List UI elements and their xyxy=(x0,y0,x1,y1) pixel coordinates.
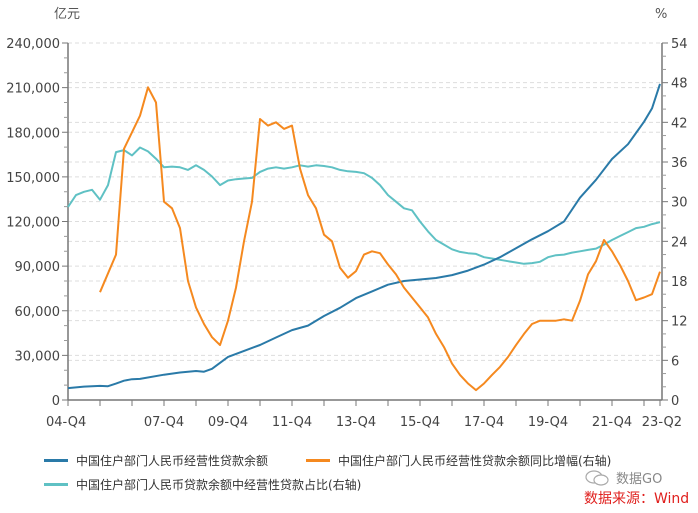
svg-text:240,000: 240,000 xyxy=(6,37,60,52)
svg-text:36: 36 xyxy=(671,156,688,171)
gridlines xyxy=(68,42,662,361)
left-y-axis: 0 30,000 60,000 90,000 120,000 150,000 180,000… xyxy=(6,37,69,409)
svg-text:90,000: 90,000 xyxy=(15,260,61,275)
svg-text:210,000: 210,000 xyxy=(6,82,60,97)
svg-text:30,000: 30,000 xyxy=(15,349,61,364)
wechat-icon xyxy=(585,469,609,486)
series-balance-line xyxy=(67,83,661,390)
svg-text:09-Q4: 09-Q4 xyxy=(208,415,248,430)
right-axis-unit: % xyxy=(655,7,667,22)
svg-text:6: 6 xyxy=(671,354,679,369)
svg-text:150,000: 150,000 xyxy=(6,171,60,186)
svg-text:60,000: 60,000 xyxy=(15,305,61,320)
line-chart: 0 30,000 60,000 90,000 120,000 150,000 180,000… xyxy=(6,7,688,430)
svg-text:48: 48 xyxy=(671,77,688,92)
legend-label-share: 中国住户部门人民币贷款余额中经营性贷款占比(右轴) xyxy=(76,478,362,492)
watermark: 数据GO xyxy=(584,468,662,487)
legend-item-yoy[interactable]: 中国住户部门人民币经营性贷款余额同比增幅(右轴) xyxy=(306,452,611,469)
svg-text:07-Q4: 07-Q4 xyxy=(144,415,184,430)
svg-text:180,000: 180,000 xyxy=(6,126,60,141)
svg-text:21-Q4: 21-Q4 xyxy=(592,415,632,430)
svg-text:0: 0 xyxy=(52,394,60,409)
legend-swatch-share xyxy=(44,483,68,486)
series-yoy-line xyxy=(99,86,661,392)
svg-text:12: 12 xyxy=(671,315,688,330)
legend-swatch-yoy xyxy=(306,459,330,462)
svg-text:120,000: 120,000 xyxy=(6,216,60,231)
series-share-line xyxy=(67,146,661,265)
legend-label-yoy: 中国住户部门人民币经营性贷款余额同比增幅(右轴) xyxy=(338,454,612,468)
left-axis-unit: 亿元 xyxy=(54,7,80,22)
svg-text:0: 0 xyxy=(671,394,679,409)
series-lines xyxy=(67,83,661,392)
legend-item-share[interactable]: 中国住户部门人民币贷款余额中经营性贷款占比(右轴) xyxy=(44,476,361,493)
svg-text:19-Q4: 19-Q4 xyxy=(528,415,568,430)
svg-text:42: 42 xyxy=(671,116,688,131)
svg-text:24: 24 xyxy=(671,235,688,250)
svg-text:30: 30 xyxy=(671,196,688,211)
legend-label-balance: 中国住户部门人民币经营性贷款余额 xyxy=(76,454,269,468)
svg-text:23-Q2: 23-Q2 xyxy=(642,415,682,430)
svg-text:18: 18 xyxy=(671,275,688,290)
x-axis: 04-Q4 07-Q4 09-Q4 11-Q4 13-Q4 15-Q4 17-Q4 19-Q4… xyxy=(46,399,682,430)
svg-text:11-Q4: 11-Q4 xyxy=(272,415,312,430)
svg-text:54: 54 xyxy=(671,37,688,52)
svg-text:13-Q4: 13-Q4 xyxy=(336,415,376,430)
data-source: 数据来源：Wind xyxy=(584,491,690,507)
right-y-axis: 0 6 12 18 24 30 36 42 48 54 xyxy=(661,37,688,409)
legend-item-balance[interactable]: 中国住户部门人民币经营性贷款余额 xyxy=(44,452,268,469)
svg-text:17-Q4: 17-Q4 xyxy=(464,415,504,430)
svg-text:04-Q4: 04-Q4 xyxy=(46,415,86,430)
legend-swatch-balance xyxy=(44,459,68,462)
svg-text:15-Q4: 15-Q4 xyxy=(400,415,440,430)
watermark-text: 数据GO xyxy=(616,472,663,487)
